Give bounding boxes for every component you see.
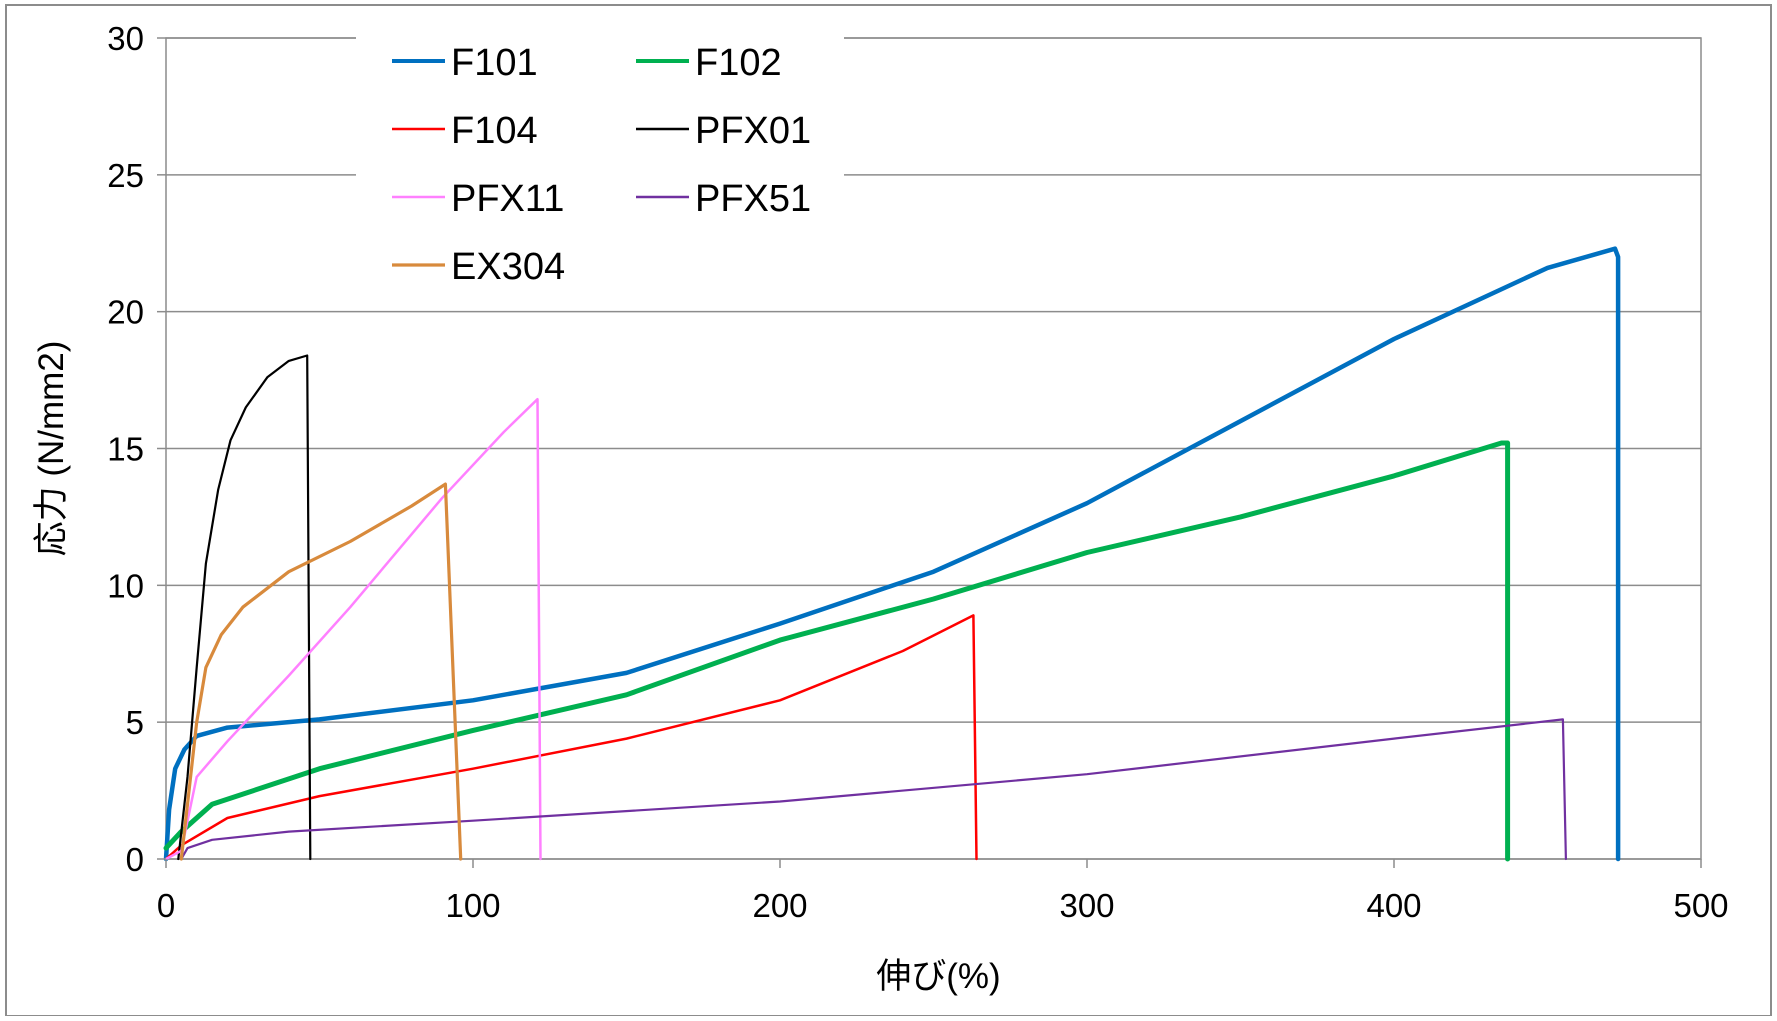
y-tick-label: 15 [107, 431, 144, 468]
legend-label-pfx11: PFX11 [451, 178, 564, 220]
legend-label-f102: F102 [695, 42, 782, 84]
series-line-f104 [164, 614, 978, 861]
x-tick-label: 300 [1059, 887, 1114, 924]
x-tick-label: 500 [1673, 887, 1728, 924]
series-line-f102 [163, 440, 1511, 862]
y-tick-label: 0 [126, 841, 144, 878]
legend-label-pfx01: PFX01 [695, 110, 811, 152]
x-tick-label: 200 [752, 887, 807, 924]
legend: F101 F102 F104 PFX01 PFX11 PFX51 EX304 [356, 20, 844, 306]
y-axis-title: 応力 (N/mm2) [32, 341, 71, 557]
x-tick-label: 100 [445, 887, 500, 924]
legend-box [356, 20, 844, 306]
series-line-pfx11 [164, 397, 542, 861]
y-tick-label: 10 [107, 567, 144, 604]
x-tick-label: 0 [157, 887, 175, 924]
legend-label-ex304: EX304 [451, 246, 565, 288]
y-tick-label: 5 [126, 704, 144, 741]
series-lines [163, 246, 1621, 862]
x-tick-label: 400 [1366, 887, 1421, 924]
series-line-pfx01 [177, 354, 312, 861]
y-tick-label: 30 [107, 20, 144, 57]
series-line-ex304 [179, 482, 463, 861]
legend-label-pfx51: PFX51 [695, 178, 811, 220]
chart-frame [5, 4, 1772, 1017]
y-tick-label: 25 [107, 157, 144, 194]
y-tick-label: 20 [107, 294, 144, 331]
series-line-f101 [163, 246, 1621, 862]
x-axis-title: 伸び(%) [876, 957, 1000, 996]
legend-label-f101: F101 [451, 42, 538, 84]
series-line-pfx51 [180, 718, 1567, 861]
legend-label-f104: F104 [451, 110, 538, 152]
